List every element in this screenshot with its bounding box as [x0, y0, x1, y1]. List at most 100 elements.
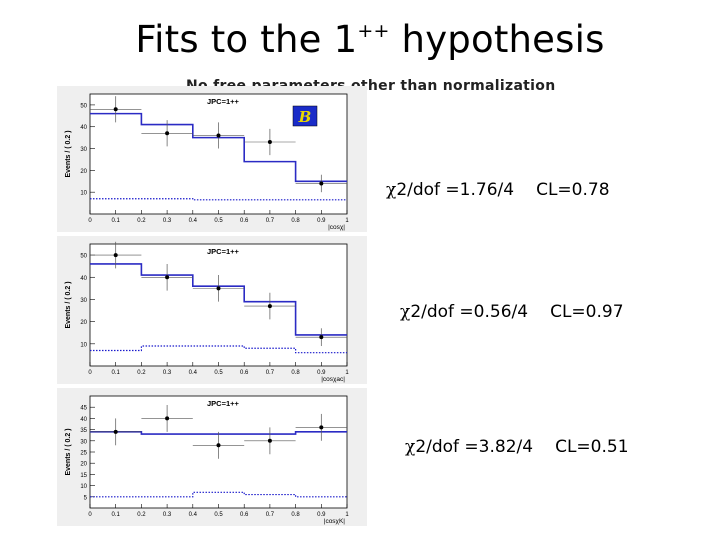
data-point	[113, 253, 118, 258]
chi-symbol: χ	[400, 302, 411, 322]
x-tick-label: 0.7	[266, 218, 275, 224]
x-tick-label: 0.5	[214, 512, 223, 518]
y-tick-label: 10	[80, 342, 87, 348]
x-tick-label: 1	[345, 512, 349, 518]
x-tick-label: 0.7	[266, 512, 275, 518]
x-tick-label: 0.8	[291, 370, 300, 376]
slide-title-rest: hypothesis	[389, 18, 605, 61]
x-tick-label: 0.1	[112, 370, 121, 376]
y-tick-label: 15	[80, 473, 87, 479]
fit-result-2: χ2/dof =0.56/4 CL=0.97	[400, 302, 624, 322]
x-tick-label: 0.9	[317, 512, 326, 518]
cl-value-1: CL=0.78	[536, 180, 610, 200]
histogram-panel-2: 10 20 30 40 50 0 0.1 0.2 0.3 0.4 0.5 0.6 0.7 0.8 0.9 1 E…	[57, 236, 367, 384]
x-tick-label: 0.1	[112, 218, 121, 224]
x-tick-label: 0.9	[317, 218, 326, 224]
x-tick-label: 0.6	[240, 218, 249, 224]
jpc-label: JPC=1++	[207, 247, 240, 256]
data-point	[216, 286, 221, 291]
data-point	[113, 107, 118, 112]
data-point	[216, 133, 221, 138]
x-tick-label: 0.6	[240, 370, 249, 376]
y-tick-label: 50	[80, 103, 87, 109]
x-tick-label: 0.1	[112, 512, 121, 518]
x-tick-label: 0.5	[214, 218, 223, 224]
data-point	[216, 443, 221, 448]
x-tick-label: 0.2	[137, 218, 146, 224]
x-tick-label: 0.4	[189, 512, 198, 518]
experiment-logo: B	[292, 105, 318, 127]
y-tick-label: 30	[80, 298, 87, 304]
y-tick-label: 25	[80, 451, 87, 457]
jpc-label: JPC=1++	[207, 97, 240, 106]
y-tick-label: 30	[80, 147, 87, 153]
x-tick-label: 1	[345, 370, 349, 376]
chi2-value-2: 2/dof =0.56/4	[410, 302, 529, 322]
y-axis-label: Events / ( 0.2 )	[65, 130, 72, 177]
data-point	[267, 140, 272, 144]
y-tick-label: 30	[80, 439, 87, 445]
y-tick-label: 35	[80, 428, 87, 434]
x-tick-label: 0.2	[137, 512, 146, 518]
data-point	[267, 304, 272, 309]
x-tick-label: 0.8	[291, 218, 300, 224]
cl-value-2: CL=0.97	[550, 302, 624, 322]
chi-symbol: χ	[386, 180, 397, 200]
y-tick-label: 40	[80, 276, 87, 282]
y-axis-label: Events / ( 0.2 )	[65, 281, 72, 328]
y-tick-label: 50	[80, 254, 87, 260]
x-tick-label: 0.3	[163, 218, 172, 224]
x-tick-label: 0	[88, 370, 92, 376]
x-tick-label: 0.9	[317, 370, 326, 376]
slide-title: Fits to the 1++ hypothesis	[0, 18, 720, 61]
x-tick-label: 0.4	[189, 218, 198, 224]
y-tick-label: 20	[80, 169, 87, 175]
fit-result-3: χ2/dof =3.82/4 CL=0.51	[405, 437, 629, 457]
data-point	[319, 425, 324, 430]
slide-title-main: Fits to the 1	[135, 18, 358, 61]
x-tick-label: 0.3	[163, 370, 172, 376]
cl-value-3: CL=0.51	[555, 437, 629, 457]
histogram-panel-1: 10 20 30 40 50 0 0.1 0.2 0.3 0.4 0.5 0.6 0.7 0.8 0.9 1 E…	[57, 86, 367, 232]
data-point	[267, 438, 272, 443]
plot-frame	[89, 243, 348, 367]
data-point	[319, 335, 324, 340]
data-point	[165, 131, 170, 136]
chi-symbol: χ	[405, 437, 416, 457]
data-point	[165, 416, 170, 421]
background-histogram	[90, 198, 347, 201]
fit-result-1: χ2/dof =1.76/4 CL=0.78	[386, 180, 610, 200]
data-point	[165, 275, 170, 280]
y-tick-label: 5	[84, 495, 88, 501]
histogram-panel-3: 5 10 15 20 25 30 35 40 45 0 0.1 0.2 0.3 0.4 0.5 0.6 0.7 0…	[57, 388, 367, 526]
chi2-value-1: 2/dof =1.76/4	[396, 180, 515, 200]
y-tick-label: 40	[80, 417, 87, 423]
x-tick-label: 0.2	[137, 370, 146, 376]
chi2-value-3: 2/dof =3.82/4	[415, 437, 534, 457]
x-axis-label: |cosχ|	[328, 224, 345, 231]
jpc-label: JPC=1++	[207, 399, 240, 408]
y-tick-label: 45	[80, 406, 87, 412]
y-tick-label: 10	[80, 484, 87, 490]
logo-letter: B	[298, 108, 312, 126]
y-axis-label: Events / ( 0.2 )	[65, 428, 72, 475]
x-tick-label: 0.5	[214, 370, 223, 376]
x-tick-label: 0	[88, 218, 92, 224]
x-tick-label: 1	[345, 218, 349, 224]
y-tick-label: 20	[80, 320, 87, 326]
y-tick-label: 40	[80, 125, 87, 131]
data-point	[319, 181, 324, 186]
slide-title-superscript: ++	[357, 19, 390, 42]
x-tick-label: 0.4	[189, 370, 198, 376]
x-axis-label: |cosχac|	[321, 376, 345, 383]
x-tick-label: 0.8	[291, 512, 300, 518]
x-tick-label: 0.7	[266, 370, 275, 376]
x-tick-label: 0	[88, 512, 92, 518]
x-tick-label: 0.6	[240, 512, 249, 518]
background-histogram	[90, 491, 347, 498]
x-axis-label: |cosχK|	[324, 518, 346, 525]
x-tick-label: 0.3	[163, 512, 172, 518]
y-tick-label: 20	[80, 462, 87, 468]
y-tick-label: 10	[80, 191, 87, 197]
